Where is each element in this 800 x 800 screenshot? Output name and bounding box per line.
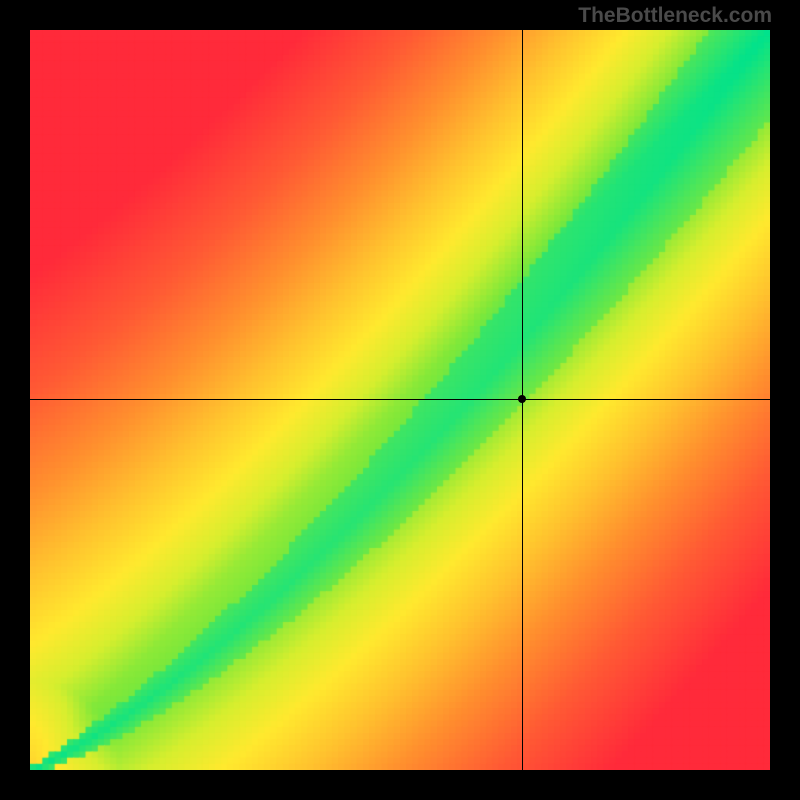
- heatmap-canvas: [30, 30, 770, 770]
- watermark-text: TheBottleneck.com: [578, 4, 772, 28]
- crosshair-horizontal: [30, 399, 770, 400]
- heatmap-plot: [30, 30, 770, 770]
- chart-frame: TheBottleneck.com: [0, 0, 800, 800]
- crosshair-marker-dot: [518, 395, 526, 403]
